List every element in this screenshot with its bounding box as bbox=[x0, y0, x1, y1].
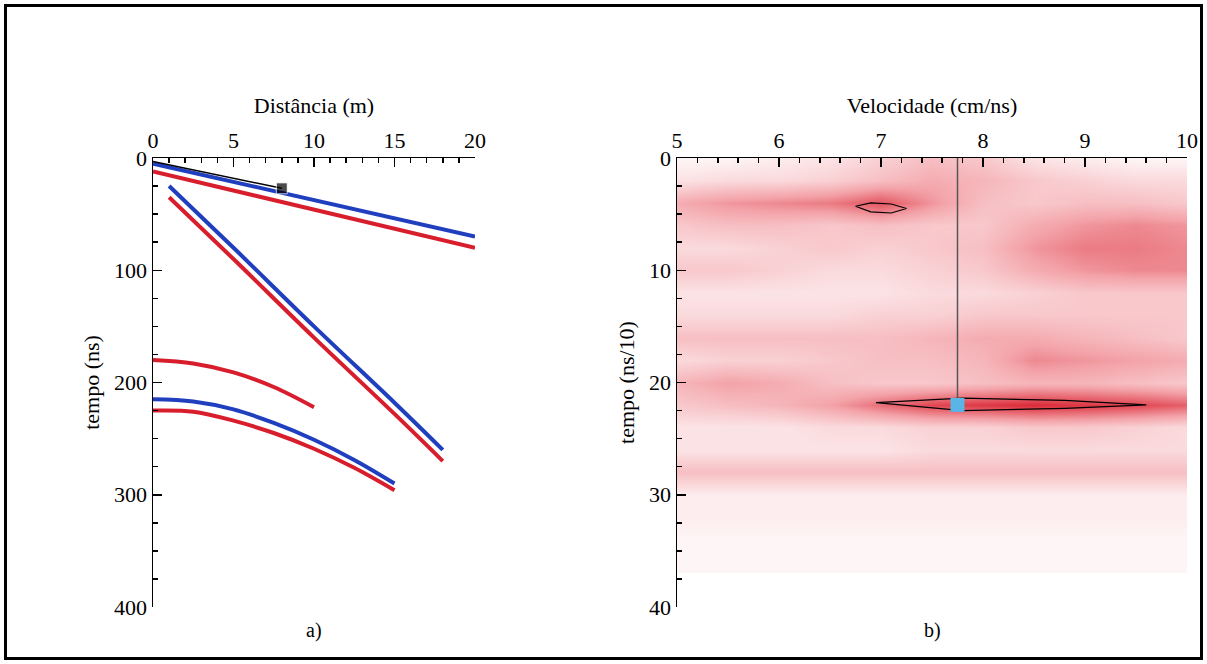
svg-text:5: 5 bbox=[672, 128, 683, 153]
svg-text:20: 20 bbox=[464, 128, 486, 153]
svg-text:6: 6 bbox=[774, 128, 785, 153]
svg-text:200: 200 bbox=[114, 370, 147, 395]
svg-text:5: 5 bbox=[228, 128, 239, 153]
svg-text:400: 400 bbox=[114, 595, 147, 620]
svg-text:20: 20 bbox=[649, 370, 671, 395]
svg-text:7: 7 bbox=[876, 128, 887, 153]
svg-text:b): b) bbox=[924, 619, 941, 642]
svg-text:0: 0 bbox=[148, 128, 159, 153]
svg-text:30: 30 bbox=[649, 482, 671, 507]
svg-text:40: 40 bbox=[649, 595, 671, 620]
svg-text:Distância (m): Distância (m) bbox=[254, 93, 374, 118]
svg-text:tempo (ns/10): tempo (ns/10) bbox=[614, 321, 639, 444]
svg-text:a): a) bbox=[306, 619, 322, 642]
svg-text:0: 0 bbox=[660, 146, 671, 171]
svg-text:8: 8 bbox=[978, 128, 989, 153]
svg-text:300: 300 bbox=[114, 482, 147, 507]
svg-text:100: 100 bbox=[114, 258, 147, 283]
svg-text:Velocidade (cm/ns): Velocidade (cm/ns) bbox=[847, 93, 1017, 118]
svg-text:9: 9 bbox=[1080, 128, 1091, 153]
svg-text:10: 10 bbox=[649, 258, 671, 283]
svg-text:10: 10 bbox=[303, 128, 325, 153]
svg-text:tempo (ns): tempo (ns) bbox=[79, 335, 104, 430]
svg-text:0: 0 bbox=[136, 146, 147, 171]
svg-text:10: 10 bbox=[1176, 128, 1198, 153]
svg-text:15: 15 bbox=[384, 128, 406, 153]
